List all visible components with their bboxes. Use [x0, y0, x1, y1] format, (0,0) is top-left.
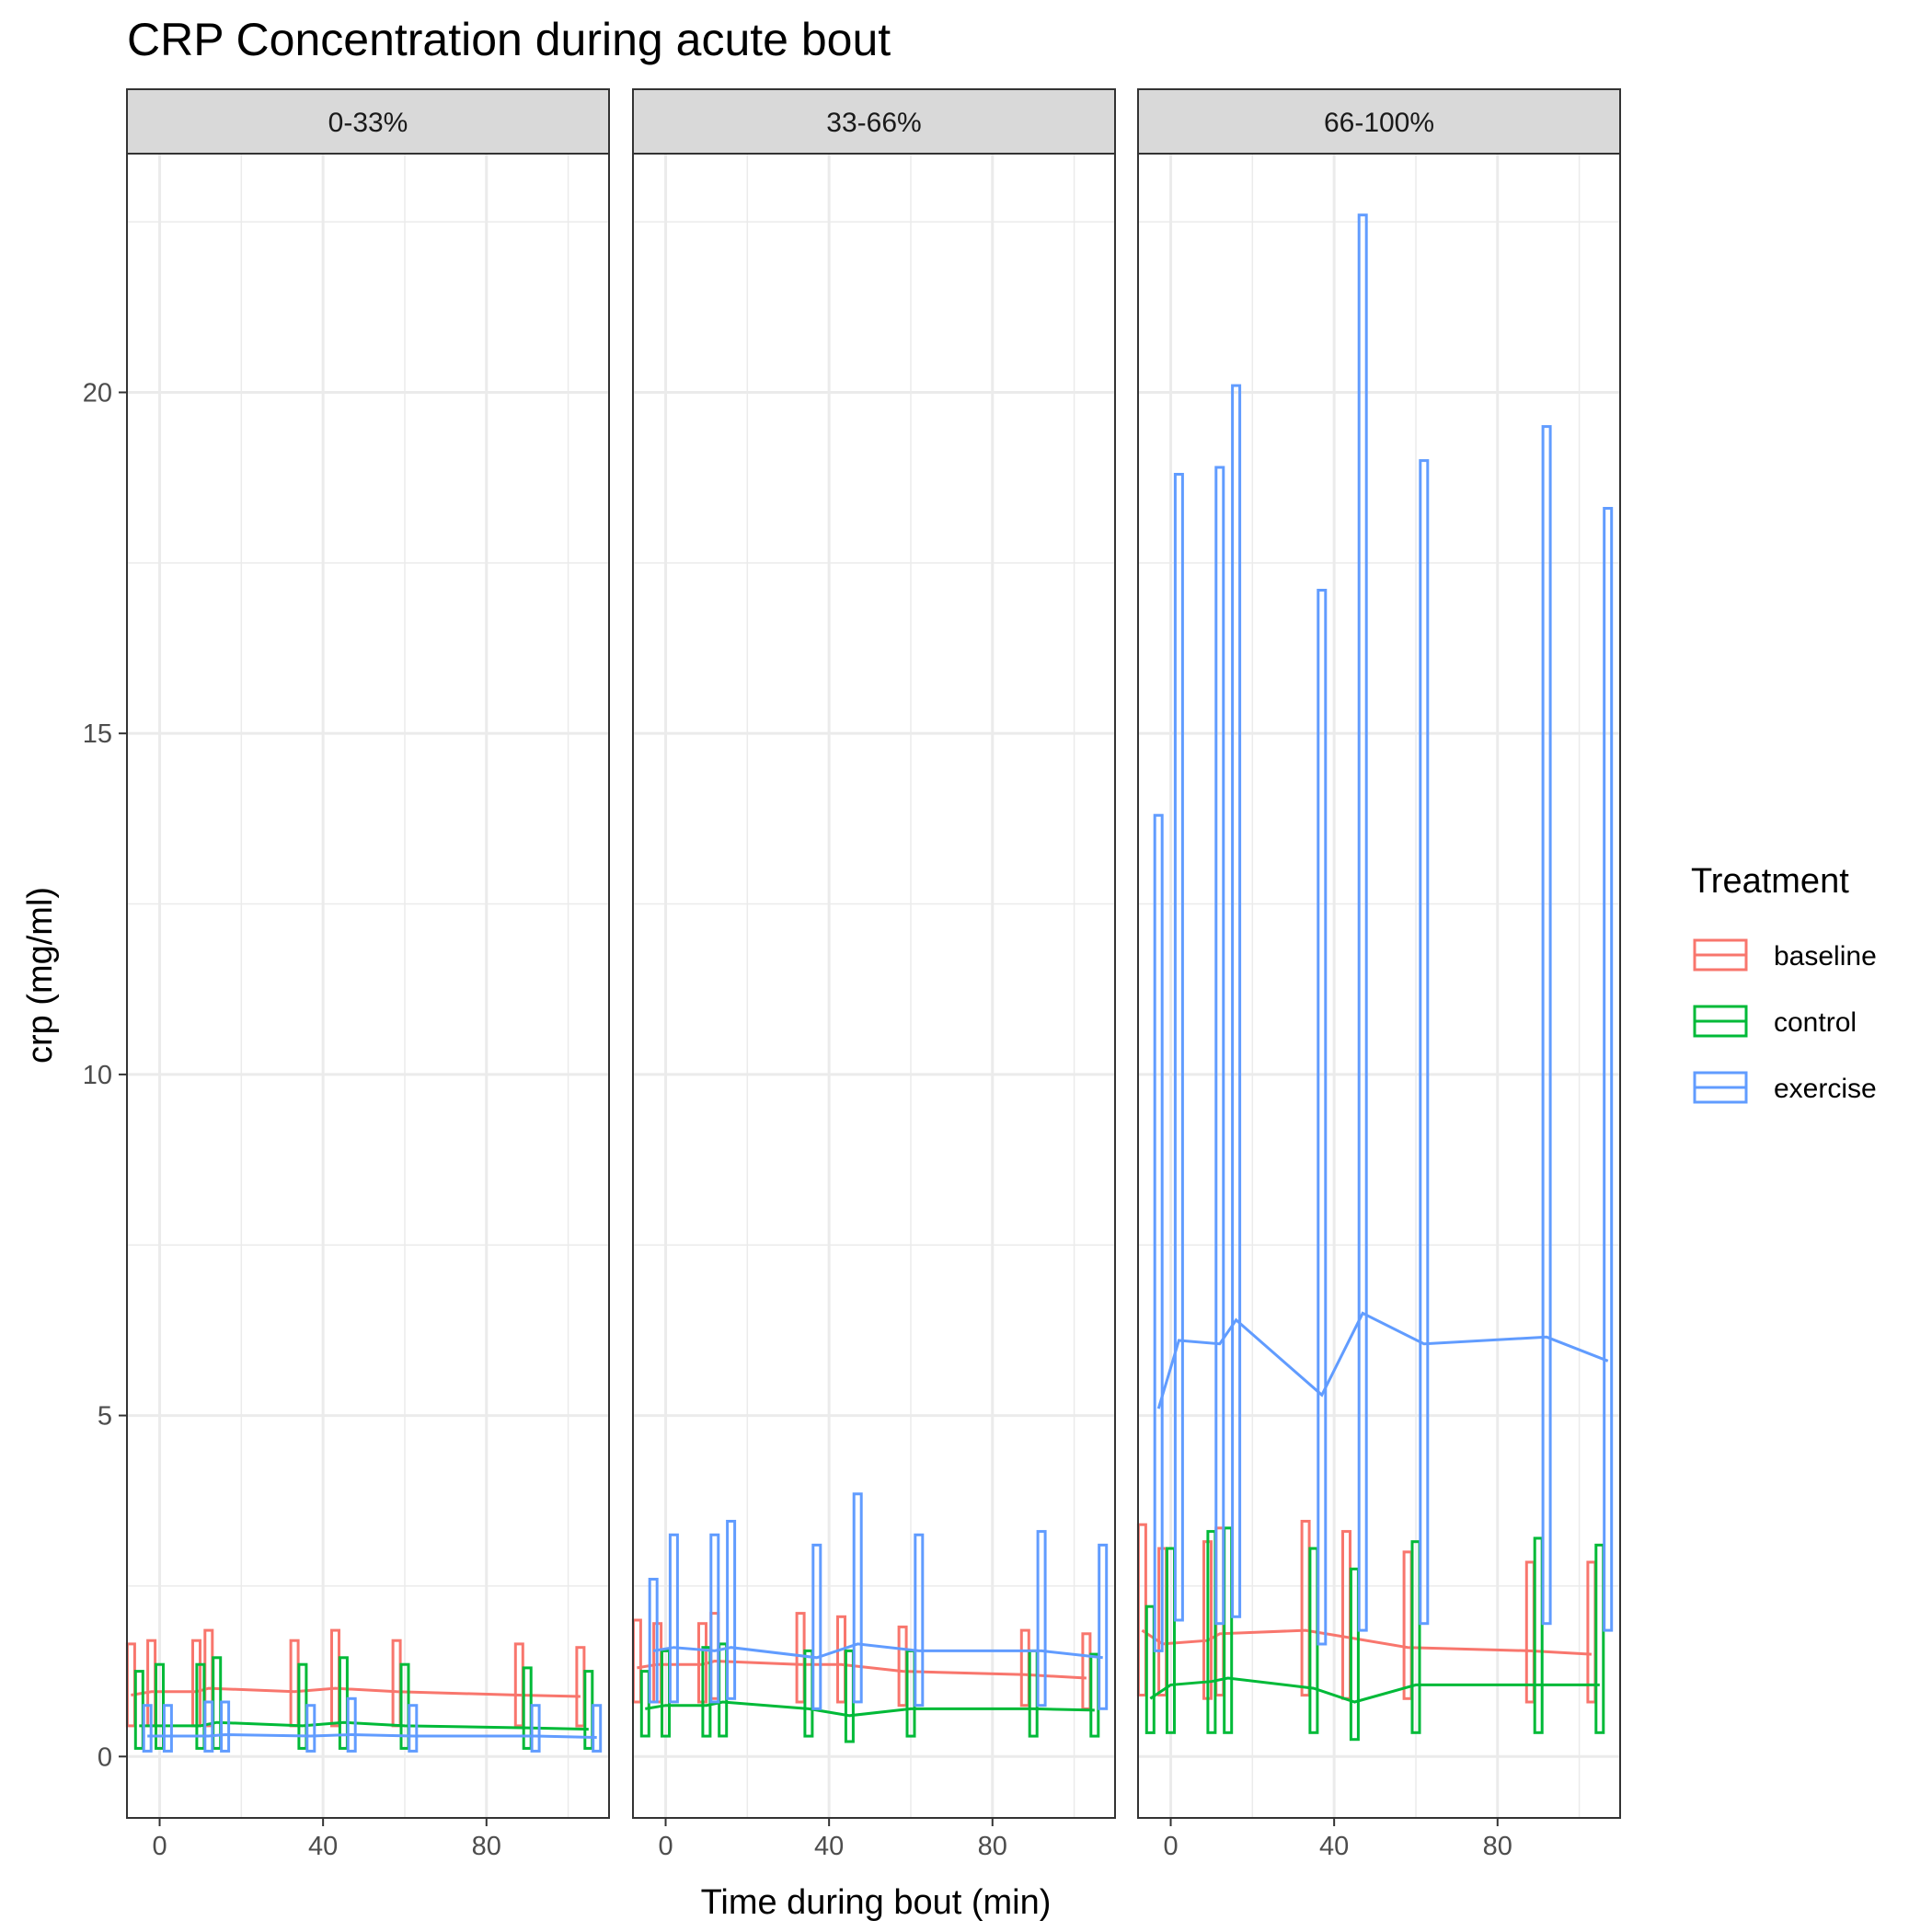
series-line-control [1149, 1676, 1600, 1704]
series-line-baseline [637, 1659, 1087, 1680]
error-bar-exercise [408, 1704, 419, 1753]
error-bar-exercise [648, 1578, 659, 1704]
series-line-baseline [131, 1686, 581, 1698]
error-bar-exercise [726, 1520, 737, 1700]
error-bar-exercise [811, 1543, 822, 1710]
facet-strip [126, 88, 610, 155]
series-line-baseline [1141, 1628, 1592, 1656]
panel-background [127, 154, 609, 1818]
legend-item-exercise: exercise [1693, 1071, 1877, 1104]
error-bar-exercise [162, 1704, 173, 1753]
facet-strip-label: 33-66% [826, 108, 921, 138]
x-tick-label: 0 [152, 1832, 167, 1861]
legend-item-baseline: baseline [1693, 938, 1877, 972]
series-line-control [139, 1720, 589, 1731]
y-tick-label: 10 [83, 1061, 112, 1090]
error-bar-exercise [852, 1492, 863, 1704]
legend: Treatment baseline control exercise [1691, 862, 1877, 1104]
error-bar-exercise [1098, 1543, 1109, 1710]
y-axis-title: crp (mg/ml) [21, 887, 60, 1064]
facet-panel-33-66%: 33-66% [631, 88, 1116, 1819]
facet-panel-66-100%: 66-100% [1136, 88, 1621, 1819]
chart-title: CRP Concentration during acute bout [127, 14, 891, 65]
error-bar-control [1144, 1604, 1156, 1734]
error-bar-control [1410, 1540, 1421, 1734]
error-bar-exercise [668, 1533, 679, 1704]
x-tick-label: 0 [658, 1832, 673, 1861]
error-bar-exercise [1419, 459, 1430, 1626]
legend-item-control: control [1693, 1005, 1857, 1038]
error-bar-exercise [1541, 425, 1552, 1626]
x-tick-label: 40 [814, 1832, 844, 1861]
error-bar-control [639, 1670, 650, 1738]
x-axis-title: Time during bout (min) [701, 1883, 1052, 1922]
series-exercise [648, 1492, 1109, 1710]
y-tick-label: 20 [83, 378, 112, 408]
x-tick-label: 80 [472, 1832, 501, 1861]
error-bar-control [1349, 1567, 1360, 1742]
error-bar-control [1223, 1526, 1234, 1734]
error-bar-exercise [914, 1533, 925, 1708]
error-bar-exercise [346, 1696, 357, 1753]
series-line-exercise [147, 1732, 597, 1739]
error-bar-exercise [1036, 1530, 1047, 1708]
error-bar-exercise [709, 1533, 720, 1704]
facet-panel-0-33%: 0-33% [125, 88, 610, 1819]
error-bar-exercise [203, 1700, 214, 1753]
facet-strip [632, 88, 1116, 155]
facet-strip-label: 66-100% [1324, 108, 1434, 138]
error-bar-exercise [1317, 589, 1328, 1646]
error-bar-exercise [1214, 466, 1225, 1626]
series-control [1144, 1526, 1605, 1742]
series-line-exercise [652, 1642, 1103, 1660]
legend-label-baseline: baseline [1774, 941, 1877, 972]
y-tick-label: 5 [98, 1402, 112, 1432]
series-line-exercise [1156, 1311, 1609, 1409]
error-bar-exercise [592, 1704, 603, 1753]
legend-label-exercise: exercise [1774, 1074, 1877, 1104]
y-tick-label: 15 [83, 719, 112, 749]
facet-strip-label: 0-33% [328, 108, 408, 138]
panel-background [633, 154, 1115, 1818]
legend-label-control: control [1774, 1007, 1857, 1038]
series-exercise [1153, 213, 1614, 1652]
panel-background [1138, 154, 1620, 1818]
error-bar-exercise [1153, 813, 1164, 1652]
error-bar-exercise [1231, 384, 1242, 1618]
error-bar-control [1533, 1536, 1544, 1734]
error-bar-control [1594, 1543, 1605, 1734]
y-tick-label: 0 [98, 1742, 112, 1772]
facet-strip [1137, 88, 1621, 155]
series-exercise [142, 1696, 603, 1753]
legend-title: Treatment [1691, 862, 1849, 901]
error-bar-exercise [1603, 507, 1614, 1632]
error-bar-exercise [1357, 213, 1368, 1632]
x-tick-label: 80 [1483, 1832, 1512, 1861]
error-bar-exercise [142, 1704, 153, 1753]
error-bar-exercise [1173, 473, 1184, 1622]
error-bar-control [1166, 1547, 1176, 1734]
error-bar-control [1206, 1530, 1217, 1734]
error-bar-exercise [220, 1700, 231, 1753]
series-line-control [645, 1700, 1095, 1718]
error-bar-exercise [305, 1704, 316, 1753]
x-tick-label: 0 [1163, 1832, 1178, 1861]
error-bar-exercise [530, 1704, 541, 1753]
x-tick-label: 80 [978, 1832, 1007, 1861]
x-tick-label: 40 [308, 1832, 338, 1861]
x-tick-label: 40 [1319, 1832, 1349, 1861]
